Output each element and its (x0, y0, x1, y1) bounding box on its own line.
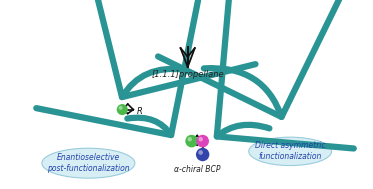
Circle shape (185, 135, 198, 147)
Text: Direct asymmetric
functionalization: Direct asymmetric functionalization (255, 141, 326, 161)
Circle shape (117, 104, 128, 115)
Text: [1.1.1]propellane: [1.1.1]propellane (151, 70, 224, 79)
Circle shape (196, 135, 209, 147)
Circle shape (198, 150, 203, 155)
Text: α-chiral BCP: α-chiral BCP (174, 165, 220, 174)
Ellipse shape (42, 148, 135, 178)
Circle shape (198, 137, 203, 141)
Text: R: R (137, 107, 142, 116)
Ellipse shape (249, 137, 332, 166)
Circle shape (119, 106, 123, 110)
Circle shape (188, 137, 192, 141)
Circle shape (196, 148, 209, 161)
Text: Enantioselective
post-functionalization: Enantioselective post-functionalization (47, 153, 130, 173)
